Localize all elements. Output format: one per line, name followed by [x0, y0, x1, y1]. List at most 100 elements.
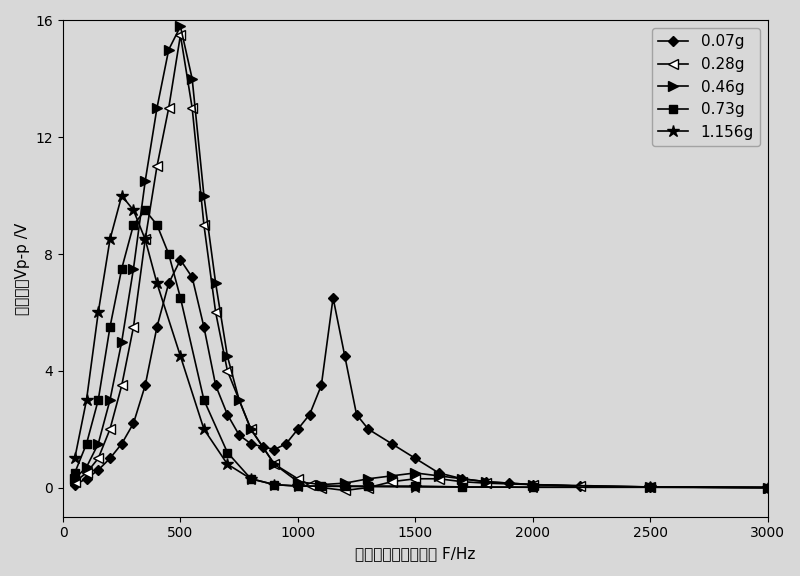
0.07g [129, 420, 138, 427]
0.73g [363, 483, 373, 490]
0.46g [646, 483, 655, 490]
0.46g [270, 461, 279, 468]
0.07g [363, 426, 373, 433]
0.07g [222, 411, 232, 418]
0.73g [528, 484, 538, 491]
0.07g [458, 475, 467, 482]
0.28g [270, 461, 279, 468]
0.73g [199, 396, 209, 403]
0.46g [70, 475, 79, 482]
0.07g [164, 280, 174, 287]
1.156g [82, 396, 91, 403]
0.07g [117, 440, 126, 447]
0.46g [434, 472, 443, 479]
1.156g [70, 455, 79, 462]
0.07g [211, 382, 221, 389]
0.28g [176, 32, 186, 39]
0.73g [317, 483, 326, 490]
0.07g [82, 475, 91, 482]
0.73g [117, 265, 126, 272]
0.07g [141, 382, 150, 389]
0.46g [317, 481, 326, 488]
0.73g [141, 207, 150, 214]
0.28g [363, 484, 373, 491]
0.73g [105, 324, 114, 331]
0.07g [199, 324, 209, 331]
0.07g [187, 274, 197, 281]
0.28g [762, 484, 772, 491]
0.46g [340, 480, 350, 487]
0.73g [270, 481, 279, 488]
0.07g [340, 353, 350, 359]
0.07g [282, 440, 291, 447]
0.07g [434, 469, 443, 476]
Line: 1.156g: 1.156g [69, 190, 774, 494]
0.07g [575, 483, 585, 490]
0.46g [129, 265, 138, 272]
0.07g [94, 467, 103, 473]
0.46g [105, 396, 114, 403]
0.28g [105, 426, 114, 433]
0.28g [246, 426, 256, 433]
0.07g [234, 431, 244, 438]
0.46g [117, 338, 126, 345]
0.28g [458, 478, 467, 485]
0.28g [222, 367, 232, 374]
1.156g [646, 484, 655, 491]
0.28g [164, 105, 174, 112]
0.46g [164, 46, 174, 53]
0.46g [94, 440, 103, 447]
Legend: 0.07g, 0.28g, 0.46g, 0.73g, 1.156g: 0.07g, 0.28g, 0.46g, 0.73g, 1.156g [652, 28, 760, 146]
0.07g [528, 481, 538, 488]
0.73g [340, 483, 350, 490]
0.28g [129, 324, 138, 331]
0.46g [246, 426, 256, 433]
0.07g [176, 256, 186, 263]
0.46g [363, 475, 373, 482]
0.73g [293, 483, 302, 490]
0.28g [481, 480, 490, 487]
1.156g [94, 309, 103, 316]
1.156g [270, 481, 279, 488]
0.46g [410, 469, 420, 476]
Line: 0.46g: 0.46g [70, 21, 772, 492]
0.07g [317, 382, 326, 389]
0.46g [199, 192, 209, 199]
0.28g [94, 455, 103, 462]
0.73g [94, 396, 103, 403]
0.73g [129, 221, 138, 228]
0.46g [458, 475, 467, 482]
0.07g [70, 481, 79, 488]
1.156g [141, 236, 150, 243]
0.73g [70, 469, 79, 476]
0.46g [528, 481, 538, 488]
0.07g [293, 426, 302, 433]
0.07g [328, 294, 338, 301]
0.73g [458, 483, 467, 490]
1.156g [105, 236, 114, 243]
1.156g [410, 483, 420, 490]
0.28g [434, 475, 443, 482]
1.156g [176, 353, 186, 359]
0.07g [646, 483, 655, 490]
1.156g [293, 483, 302, 490]
Line: 0.28g: 0.28g [70, 30, 772, 495]
1.156g [117, 192, 126, 199]
0.46g [481, 478, 490, 485]
0.46g [762, 484, 772, 491]
0.28g [199, 221, 209, 228]
0.07g [246, 440, 256, 447]
0.28g [187, 105, 197, 112]
Line: 0.73g: 0.73g [70, 206, 772, 492]
1.156g [199, 426, 209, 433]
0.28g [575, 483, 585, 490]
0.28g [152, 163, 162, 170]
0.07g [270, 446, 279, 453]
1.156g [222, 461, 232, 468]
0.73g [176, 294, 186, 301]
0.73g [82, 440, 91, 447]
0.28g [340, 487, 350, 494]
0.07g [481, 478, 490, 485]
X-axis label: 被测电压频率的变化 F/Hz: 被测电压频率的变化 F/Hz [355, 546, 475, 561]
0.46g [222, 353, 232, 359]
